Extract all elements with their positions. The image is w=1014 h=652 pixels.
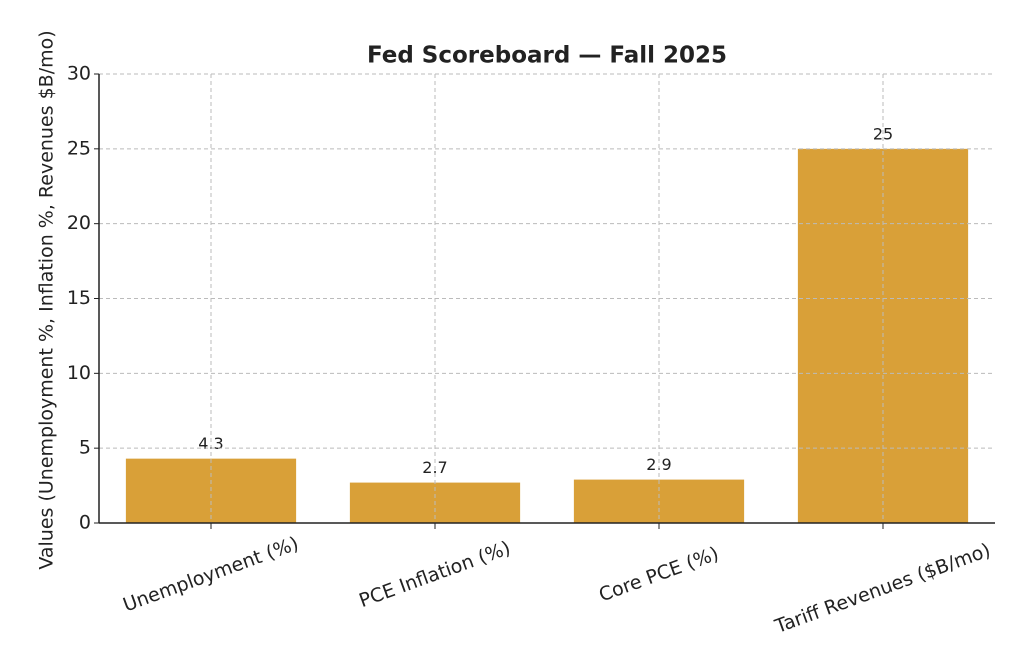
y-tick-label: 10 xyxy=(67,362,91,384)
y-tick-label: 20 xyxy=(67,212,91,234)
y-tick-label: 25 xyxy=(67,137,91,159)
chart-title: Fed Scoreboard — Fall 2025 xyxy=(367,43,727,69)
y-tick-label: 30 xyxy=(67,63,91,85)
x-tick-label: Unemployment (%) xyxy=(120,533,301,617)
y-axis-label: Values (Unemployment %, Inflation %, Rev… xyxy=(36,30,58,569)
value-label: 4.3 xyxy=(198,434,223,453)
value-label: 2.9 xyxy=(646,455,671,474)
y-tick-label: 5 xyxy=(79,437,91,459)
x-tick-label: PCE Inflation (%) xyxy=(356,537,513,612)
x-tick-label: Tariff Revenues ($B/mo) xyxy=(771,539,993,638)
y-tick-label: 15 xyxy=(67,287,91,309)
x-tick-label: Core PCE (%) xyxy=(596,543,722,607)
y-tick-label: 0 xyxy=(79,512,91,534)
